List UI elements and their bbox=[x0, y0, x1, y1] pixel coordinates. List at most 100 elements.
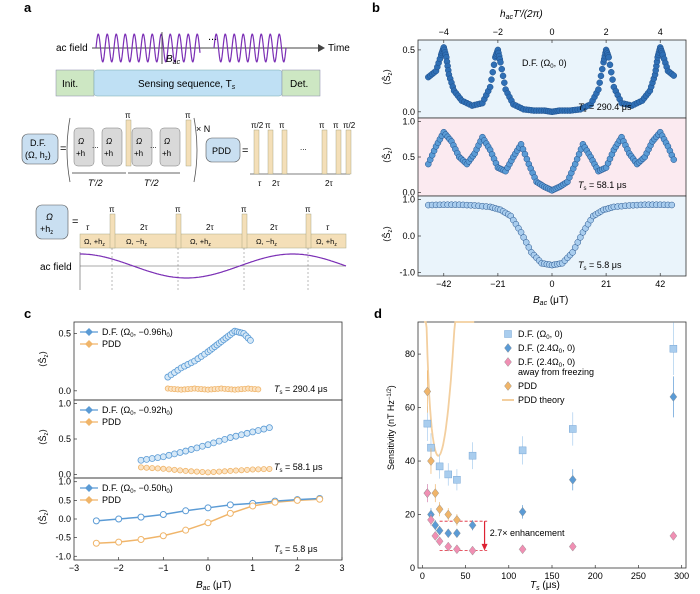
x-tick-label: 50 bbox=[461, 571, 471, 581]
df-point bbox=[254, 427, 262, 434]
panel-b-xlabel: Bac (μT) bbox=[533, 295, 568, 307]
df-point bbox=[137, 513, 145, 521]
init-block bbox=[55, 69, 95, 97]
data-point bbox=[571, 244, 579, 251]
data-point-series-1 bbox=[518, 507, 527, 517]
df-box bbox=[21, 133, 59, 165]
df-point bbox=[182, 507, 190, 515]
pi-pulse bbox=[109, 213, 116, 249]
panel-c-subplot-0: 0.0 0.5 D.F. (Ω0, −0.96h0)PDD Ts = 290.4 μs… bbox=[38, 321, 343, 401]
data-point bbox=[489, 68, 496, 76]
pdd-point bbox=[182, 526, 190, 534]
data-point bbox=[668, 201, 676, 209]
panel-a: ac field Time ... Bac Init. Sensing sequ… bbox=[21, 31, 356, 290]
data-point-series-2 bbox=[518, 544, 527, 555]
drive-block bbox=[131, 127, 153, 167]
pdd-point bbox=[115, 538, 123, 546]
data-point-series-0 bbox=[568, 425, 577, 433]
df-point bbox=[260, 425, 268, 433]
x-tick-label: 200 bbox=[588, 571, 603, 581]
omega-h-box-line1: Ω bbox=[46, 212, 53, 222]
ac-cosine-wave bbox=[80, 253, 347, 279]
pdd-point bbox=[92, 539, 100, 547]
pdd-point bbox=[165, 466, 172, 473]
panel-b-time-label: Ts = 58.1 μs bbox=[578, 180, 627, 192]
x-tick-label: 0 bbox=[420, 571, 425, 581]
y-tick-label: 60 bbox=[405, 403, 415, 413]
df-point bbox=[154, 454, 162, 462]
legend-label-line2: away from freezing bbox=[518, 367, 594, 377]
x-tick-label: −3 bbox=[69, 563, 79, 573]
data-point-series-2 bbox=[468, 545, 477, 556]
data-point bbox=[597, 72, 605, 80]
panel-c-subplot-2: -1.0 -0.5 0.0 0.5 1.0 −3 −2 −1 0 1 2 3 D.F. (Ω0, −0.… bbox=[38, 477, 345, 573]
x-tick-label: 3 bbox=[339, 563, 344, 573]
two-tau-label: 2τ bbox=[272, 179, 280, 188]
legend-label-pdd: PDD bbox=[102, 495, 122, 505]
pdd-point bbox=[137, 536, 145, 543]
t-half-label-1: T′/2 bbox=[88, 178, 103, 188]
df-point bbox=[115, 515, 123, 523]
legend-marker bbox=[504, 343, 512, 353]
tau-label: τ bbox=[86, 223, 90, 232]
df-point bbox=[232, 432, 240, 440]
pdd-point bbox=[271, 498, 279, 506]
y-tick-label: -1.0 bbox=[55, 551, 71, 561]
y-tick-label: 0.0 bbox=[402, 187, 415, 197]
data-point-series-0 bbox=[423, 419, 432, 428]
legend-marker bbox=[504, 381, 512, 391]
pdd-pulse-label: π bbox=[265, 121, 271, 130]
data-point bbox=[670, 156, 678, 163]
y-tick-label: 1.0 bbox=[402, 195, 415, 205]
pi-pulse bbox=[185, 119, 192, 167]
panel-b-ylabel: ⟨Ŝz⟩ bbox=[382, 226, 394, 242]
dots: ... bbox=[150, 141, 157, 150]
x-tick-label: −1 bbox=[158, 563, 168, 573]
pdd-point bbox=[226, 509, 234, 517]
drive-block-h: +h bbox=[134, 149, 143, 158]
pdd-pulse-label: π/2 bbox=[251, 121, 264, 130]
x-tick-label: 2 bbox=[295, 563, 300, 573]
pdd-pulse-label: π/2 bbox=[343, 121, 356, 130]
df-point bbox=[226, 501, 234, 509]
x-tick-label: 100 bbox=[501, 571, 516, 581]
x-tick-label: 1 bbox=[250, 563, 255, 573]
data-point-series-0 bbox=[468, 451, 477, 460]
pdd-point bbox=[177, 467, 184, 474]
panel-b-subplot-1: 0.0 0.5 1.0 Ts = 58.1 μs ⟨Ŝz⟩ bbox=[382, 117, 687, 197]
data-point bbox=[525, 244, 533, 251]
panel-c-time-label: Ts = 5.8 μs bbox=[274, 544, 318, 556]
top-x-tick-label: 2 bbox=[604, 27, 609, 37]
pdd-point bbox=[182, 467, 189, 474]
data-point-series-2 bbox=[435, 536, 444, 547]
data-point-series-1 bbox=[444, 528, 453, 539]
df-point bbox=[171, 450, 178, 458]
top-x-tick-label: 4 bbox=[658, 27, 663, 37]
legend-marker bbox=[504, 330, 512, 338]
pdd-point bbox=[149, 465, 156, 472]
drive-block bbox=[73, 127, 95, 167]
pdd-point bbox=[188, 468, 195, 475]
y-tick-label: 0.0 bbox=[58, 386, 71, 396]
x-tick-label: 21 bbox=[601, 279, 611, 289]
df-point bbox=[243, 429, 251, 437]
df-point bbox=[204, 504, 212, 512]
df-point bbox=[210, 439, 217, 447]
panel-c-xlabel: Bac (μT) bbox=[196, 580, 231, 592]
y-tick-label: 0.0 bbox=[402, 107, 415, 117]
legend-label-df: D.F. (Ω0, −0.50h0) bbox=[102, 483, 173, 495]
bac-label: Bac bbox=[166, 54, 181, 66]
x-tick-label: −42 bbox=[436, 279, 451, 289]
df-sequence-blocks: Ω +h Ω +h Ω +h Ω +h... ... π π bbox=[66, 111, 198, 183]
pdd-point bbox=[216, 468, 223, 475]
y-tick-label: 0.5 bbox=[58, 328, 71, 338]
pdd-point bbox=[199, 468, 206, 475]
pdd-point bbox=[249, 502, 257, 510]
pdd-box-label: PDD bbox=[212, 146, 232, 156]
df-point bbox=[221, 435, 229, 443]
data-point-series-2 bbox=[431, 531, 440, 541]
data-point-series-2 bbox=[568, 541, 577, 552]
data-point bbox=[577, 234, 584, 241]
segment-label: Ω, +hz bbox=[190, 237, 211, 248]
